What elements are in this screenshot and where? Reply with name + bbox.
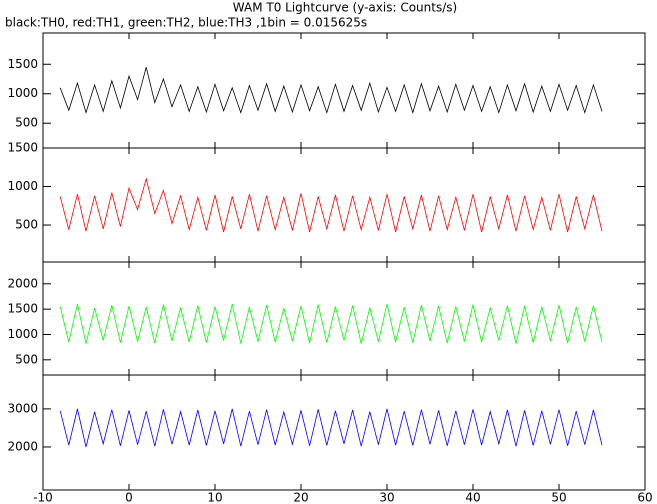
x-tick-label: 60 [637,491,652,504]
x-tick-label: 20 [293,491,308,504]
x-tick-label: 10 [207,491,222,504]
panel-frame [42,32,646,149]
lightcurve [59,408,603,448]
y-tick-label: 500 [15,352,38,366]
lightcurve [59,67,603,114]
x-tick-label: 30 [379,491,394,504]
panel-frame [42,147,646,263]
y-tick-label: 1500 [7,141,38,155]
lightcurve [59,177,603,233]
x-tick-label: 0 [125,491,133,504]
lightcurve [59,304,603,344]
panel-frame [42,374,646,491]
y-tick-label: 1000 [7,86,38,100]
x-tick-label: -10 [33,491,53,504]
y-tick-label: 1000 [7,327,38,341]
y-tick-label: 500 [15,218,38,232]
y-tick-label: 500 [15,116,38,130]
y-tick-label: 1500 [7,57,38,71]
y-tick-label: 1000 [7,179,38,193]
chart-title: WAM T0 Lightcurve (y-axis: Counts/s) [233,1,457,15]
y-tick-label: 3000 [7,401,38,415]
y-tick-label: 2000 [7,276,38,290]
y-tick-label: 1500 [7,302,38,316]
x-tick-label: 50 [551,491,566,504]
panel-frame [42,261,646,376]
y-tick-label: 2000 [7,439,38,453]
chart-subtitle: black:TH0, red:TH1, green:TH2, blue:TH3 … [5,16,367,30]
x-tick-label: 40 [465,491,480,504]
